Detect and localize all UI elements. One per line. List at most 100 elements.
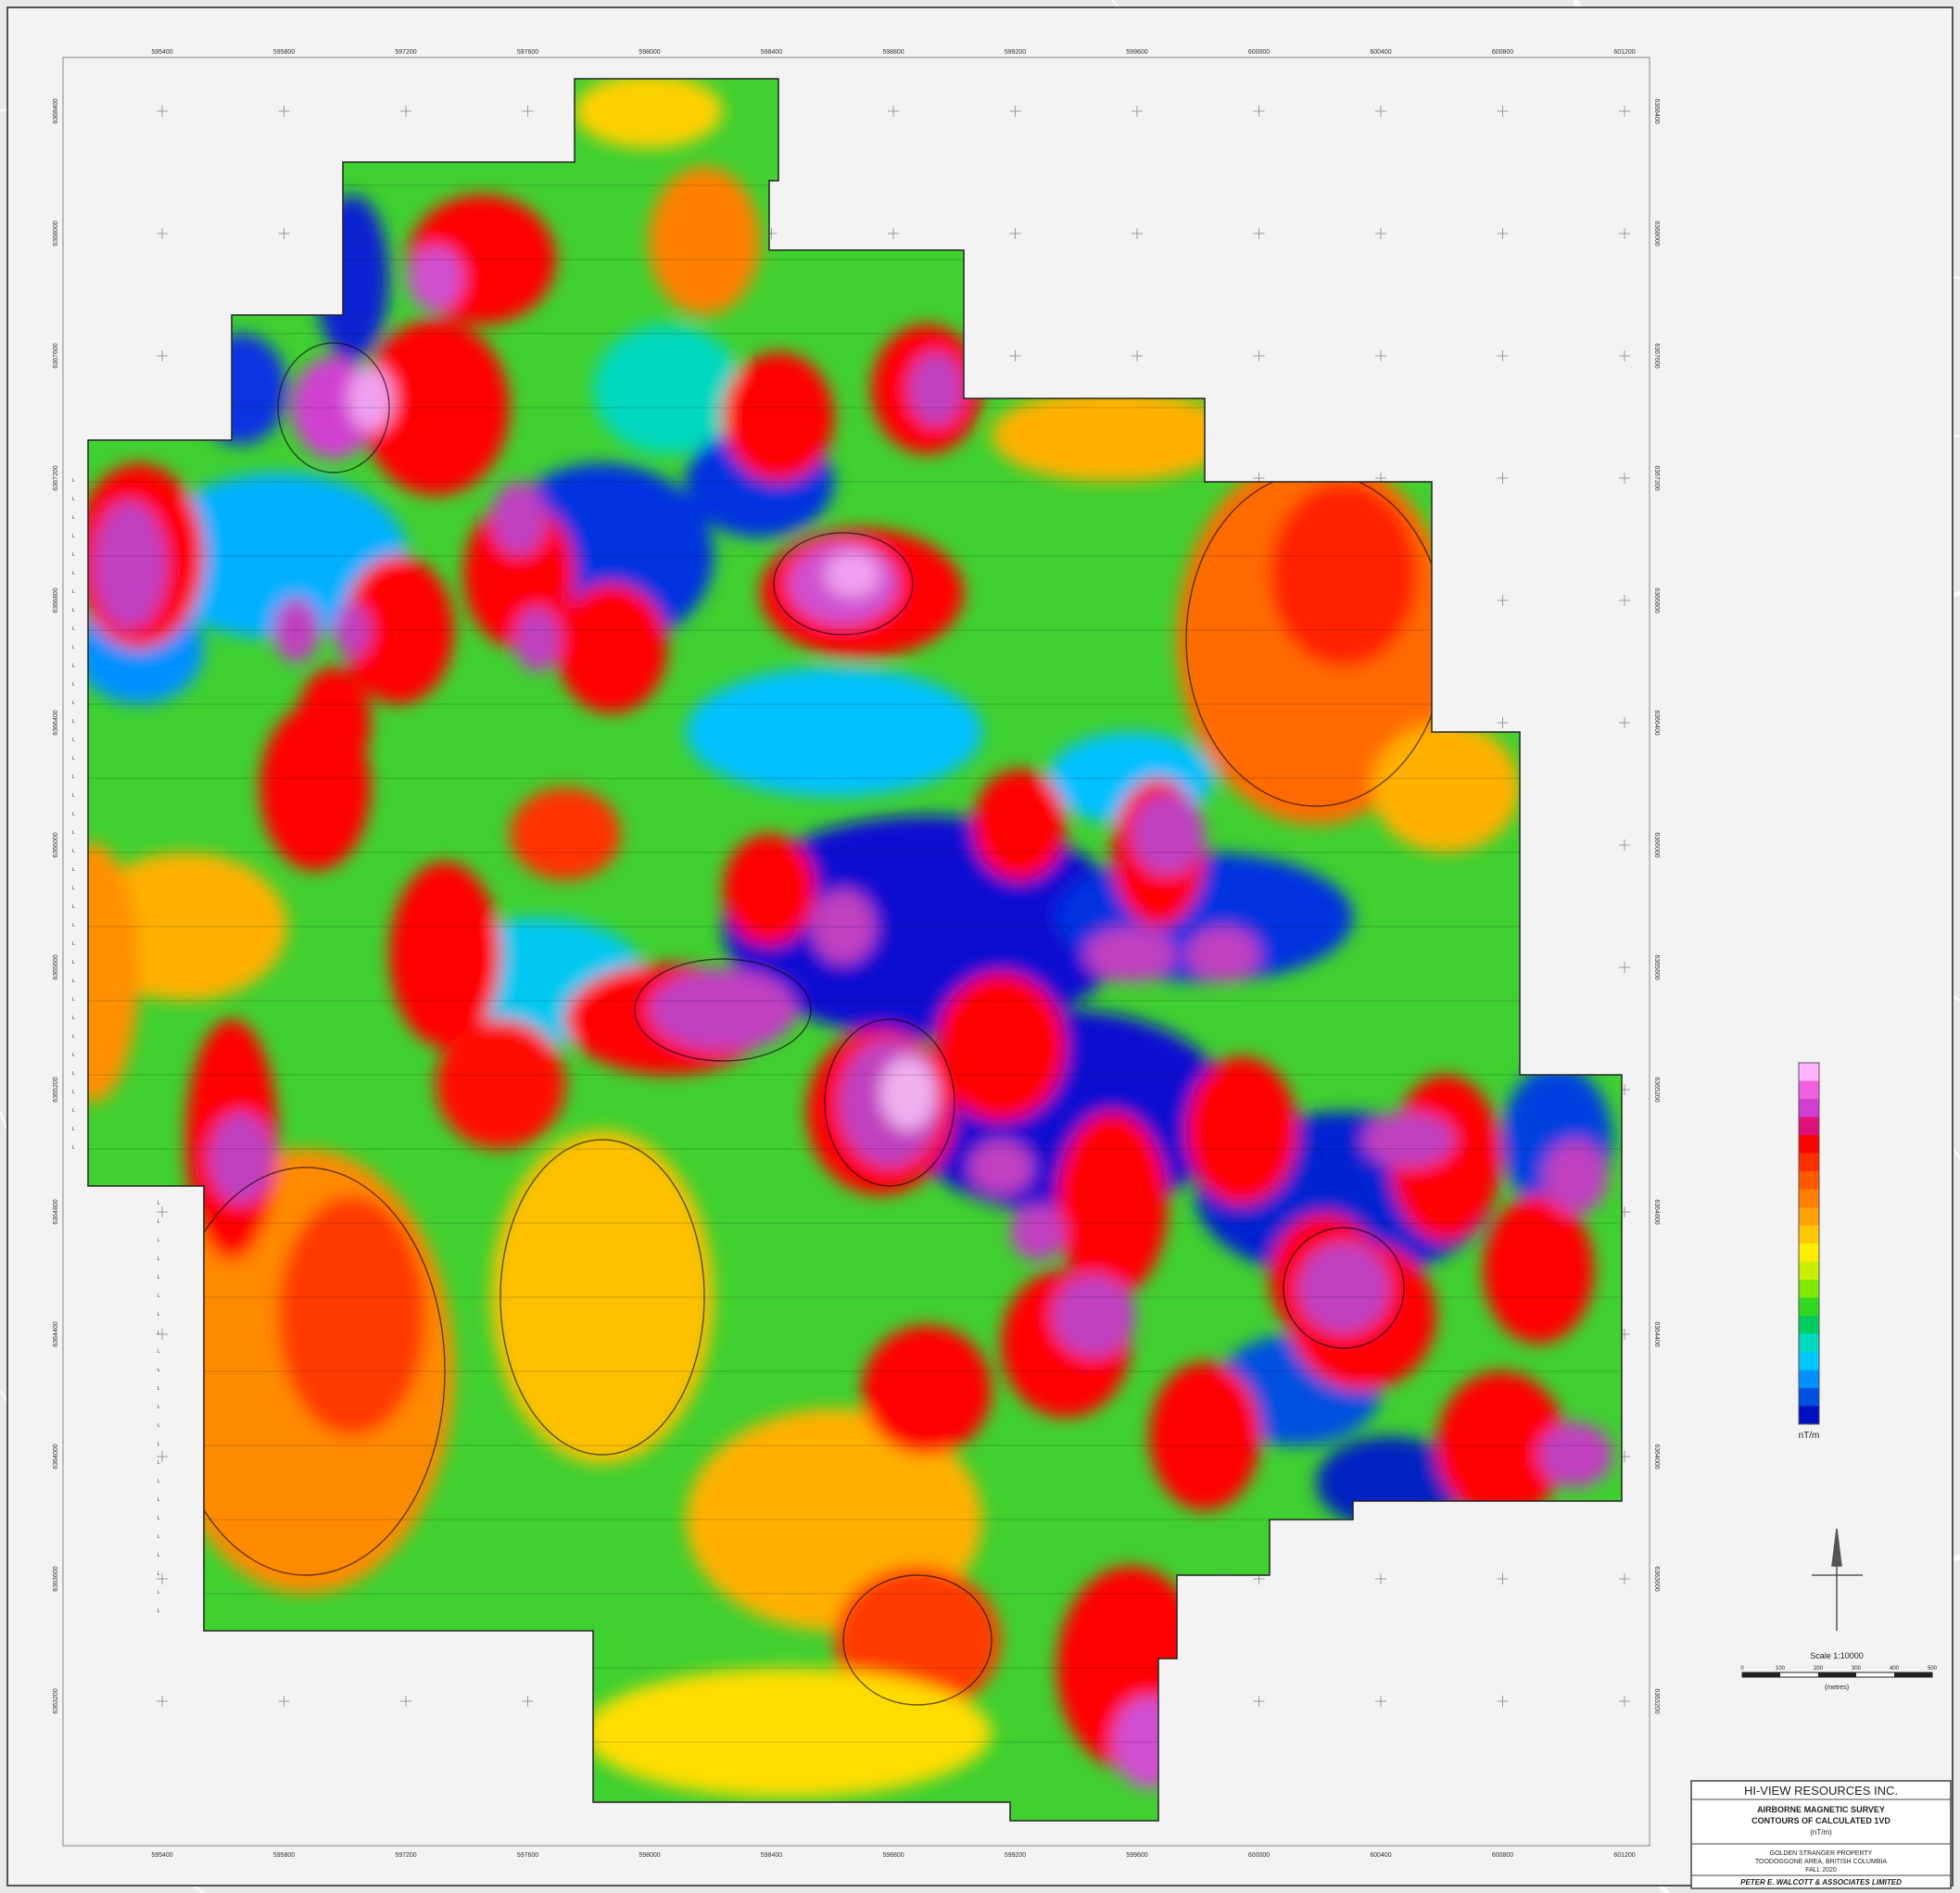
- northing-label: 6365200: [53, 1077, 59, 1102]
- northing-label: 6366400: [1653, 710, 1660, 735]
- grid-cross: [1132, 106, 1143, 117]
- easting-label: 595400: [151, 1852, 172, 1859]
- survey-line-label: L: [158, 1256, 160, 1262]
- survey-line-label: L: [72, 1053, 75, 1058]
- survey-line-label: L: [72, 589, 75, 595]
- survey-line-label: L: [158, 1386, 160, 1392]
- easting-label: 597600: [517, 1852, 538, 1859]
- survey-line-label: L: [72, 849, 75, 854]
- survey-line-label: L: [72, 1127, 75, 1132]
- survey-line-label: L: [72, 1108, 75, 1114]
- scale-tick-labels: 0 100 200 300 400 500: [1740, 1666, 1937, 1672]
- northing-label: 6366400: [53, 710, 59, 735]
- grid-cross: [888, 106, 899, 117]
- survey-boundary: [87, 78, 1623, 1822]
- easting-label: 598000: [639, 49, 660, 56]
- survey-title-line3: (nT/m): [1810, 1828, 1832, 1836]
- grid-cross: [1619, 228, 1630, 239]
- grid-cross: [1375, 228, 1386, 239]
- northing-label: 6366000: [1653, 832, 1660, 857]
- easting-label: 595400: [151, 49, 172, 56]
- survey-line-label: L: [158, 1609, 160, 1614]
- survey-line-label: L: [72, 608, 75, 613]
- survey-line-label: L: [158, 1479, 160, 1484]
- grid-cross: [1619, 717, 1630, 728]
- northing-label: 6367600: [1653, 343, 1660, 368]
- grid-cross: [157, 1329, 168, 1340]
- survey-line-label: L: [72, 1145, 75, 1151]
- survey-line-label: L: [158, 1423, 160, 1429]
- legend-swatch: [1799, 1333, 1819, 1353]
- survey-line-label: L: [72, 756, 75, 762]
- grid-cross: [157, 1451, 168, 1462]
- legend-swatch: [1799, 1388, 1819, 1407]
- grid-cross: [1132, 228, 1143, 239]
- northing-label: 6367200: [1653, 465, 1660, 490]
- legend-swatch: [1799, 1080, 1819, 1100]
- grid-cross: [157, 350, 168, 361]
- northing-label: 6363600: [53, 1566, 59, 1591]
- survey-line-label: L: [158, 1368, 160, 1373]
- survey-line-label: L: [158, 1553, 160, 1559]
- grid-cross: [1619, 839, 1630, 851]
- grid-cross: [1375, 1573, 1386, 1584]
- easting-label: 600000: [1248, 1852, 1270, 1859]
- grid-cross: [400, 1696, 411, 1707]
- scale-unit: (metres): [1825, 1685, 1849, 1691]
- legend-swatch: [1799, 1189, 1819, 1208]
- northing-label: 6364800: [1653, 1199, 1660, 1224]
- survey-line-label: L: [72, 682, 75, 688]
- northing-label: 6365600: [53, 954, 59, 979]
- legend-swatch: [1799, 1207, 1819, 1226]
- survey-line-label: L: [72, 793, 75, 799]
- grid-cross: [1497, 1573, 1509, 1584]
- magnetic-anomaly-map: [88, 79, 1622, 1821]
- map-neatline: [62, 57, 1650, 1847]
- color-legend: nT/m: [1798, 1062, 1820, 1441]
- legend-swatch: [1799, 1225, 1819, 1244]
- survey-line-label: L: [72, 515, 75, 521]
- survey-line-label: L: [72, 663, 75, 669]
- property-line3: FALL 2020: [1805, 1867, 1837, 1874]
- contractor-name: PETER E. WALCOTT & ASSOCIATES LIMITED: [1740, 1878, 1902, 1887]
- easting-label: 595800: [273, 1852, 295, 1859]
- survey-line-label: L: [72, 960, 75, 965]
- easting-label: 599200: [1005, 49, 1026, 56]
- northing-label: 6366800: [1653, 587, 1660, 612]
- legend-swatch: [1799, 1297, 1819, 1317]
- grid-cross: [1375, 350, 1386, 361]
- legend-swatch: [1799, 1406, 1819, 1425]
- scale-tick-label: 100: [1776, 1666, 1786, 1672]
- legend-swatch: [1799, 1063, 1819, 1081]
- grid-cross: [1497, 228, 1509, 239]
- northing-label: 6368400: [1653, 98, 1660, 123]
- survey-line-label: L: [158, 1294, 160, 1299]
- survey-line-label: L: [72, 478, 75, 484]
- survey-line-label: L: [72, 1034, 75, 1040]
- title-block: HI-VIEW RESOURCES INC. AIRBORNE MAGNETIC…: [1690, 1780, 1952, 1889]
- easting-label: 599600: [1126, 1852, 1147, 1859]
- easting-label: 599200: [1005, 1852, 1026, 1859]
- northing-label: 6363600: [1653, 1566, 1660, 1591]
- northing-label: 6368400: [53, 98, 59, 123]
- grid-cross: [1253, 228, 1265, 239]
- easting-labels-bottom: 595400 595800 597200 597600 598000 598400 5988…: [151, 1852, 1635, 1859]
- survey-line-label: L: [72, 738, 75, 743]
- grid-cross: [1619, 1573, 1630, 1584]
- survey-line-label: L: [158, 1349, 160, 1355]
- north-arrow-icon: [1812, 1528, 1863, 1631]
- survey-line-label: L: [72, 534, 75, 539]
- legend-swatch: [1799, 1153, 1819, 1172]
- survey-line-label: L: [72, 997, 75, 1003]
- grid-cross: [157, 1206, 168, 1218]
- easting-label: 600800: [1492, 1852, 1513, 1859]
- survey-line-label: L: [72, 552, 75, 558]
- northing-label: 6367200: [53, 465, 59, 490]
- grid-cross: [278, 1696, 290, 1707]
- survey-line-labels: L L L L L L L L L L L L L L L L L L L L L L L L L L L L L L L L L L L L L L L L…: [72, 478, 160, 1614]
- survey-line-label: L: [72, 812, 75, 817]
- survey-line-label: L: [158, 1534, 160, 1540]
- survey-line-label: L: [158, 1571, 160, 1577]
- property-line1: GOLDEN STRANGER PROPERTY: [1770, 1850, 1873, 1857]
- easting-label: 600400: [1370, 1852, 1391, 1859]
